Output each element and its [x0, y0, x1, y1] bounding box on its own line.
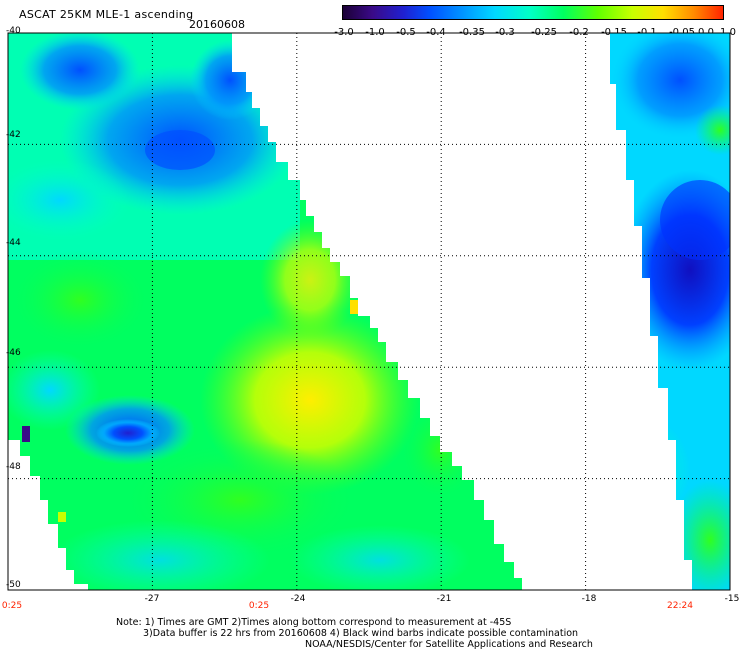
- y-tick-label: -44: [6, 238, 21, 248]
- plot-frame: [7, 32, 731, 591]
- time-label: 0:25: [1, 601, 23, 611]
- y-tick-label: -40: [6, 26, 21, 36]
- y-tick-label: -48: [6, 462, 21, 472]
- y-tick-label: -50: [6, 580, 21, 590]
- note-line-3: NOAA/NESDIS/Center for Satellite Applica…: [305, 639, 593, 650]
- note-line-2: 3)Data buffer is 22 hrs from 20160608 4)…: [143, 628, 579, 639]
- swath-right: [610, 33, 730, 590]
- colorbar: [342, 5, 724, 20]
- note-line-1: Note: 1) Times are GMT 2)Times along bot…: [116, 617, 512, 628]
- map-date: 20160608: [189, 18, 245, 31]
- x-tick-label: -21: [436, 594, 452, 604]
- time-label: 22:24: [667, 601, 693, 611]
- y-tick-label: -42: [6, 130, 21, 140]
- map-title: ASCAT 25KM MLE-1 ascending: [19, 8, 194, 21]
- time-label: 0:25: [248, 601, 270, 611]
- y-tick-label: -46: [6, 348, 21, 358]
- swath-left: [8, 33, 522, 590]
- colorbar-gradient: [342, 5, 724, 20]
- x-tick-label: -18: [581, 594, 597, 604]
- x-tick-label: -27: [144, 594, 160, 604]
- x-tick-label: -15: [724, 594, 740, 604]
- x-tick-label: -24: [290, 594, 306, 604]
